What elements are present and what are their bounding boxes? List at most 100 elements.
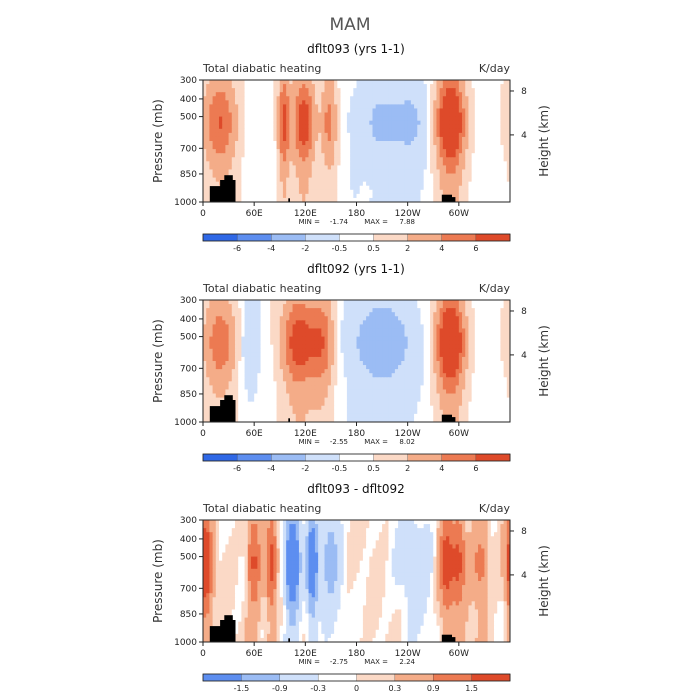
heatmap-cell	[452, 377, 457, 382]
heatmap-cell	[289, 340, 293, 346]
heatmap-cell	[414, 92, 418, 97]
heatmap-cell	[356, 361, 361, 366]
heatmap-cell	[266, 340, 271, 346]
heatmap-cell	[442, 96, 447, 101]
heatmap-cell	[420, 324, 425, 329]
heatmap-cell	[420, 369, 425, 374]
heatmap-cell	[356, 145, 361, 150]
heatmap-cell	[340, 365, 345, 370]
heatmap-cell	[308, 104, 313, 109]
heatmap-cell	[503, 344, 508, 350]
heatmap-cell	[334, 136, 338, 142]
heatmap-cell	[286, 177, 290, 183]
heatmap-cell	[286, 356, 290, 362]
heatmap-cell	[244, 361, 249, 366]
heatmap-cell	[398, 100, 402, 105]
heatmap-cell	[410, 173, 415, 178]
heatmap-cell	[302, 128, 306, 134]
heatmap-cell	[260, 80, 265, 85]
heatmap-cell	[350, 161, 354, 166]
heatmap-cell	[423, 361, 428, 366]
heatmap-cell	[273, 328, 277, 333]
heatmap-cell	[340, 377, 345, 382]
heatmap-cell	[369, 365, 373, 370]
heatmap-cell	[292, 352, 297, 358]
heatmap-cell	[497, 157, 501, 162]
heatmap-cell	[446, 165, 450, 170]
heatmap-cell	[372, 153, 377, 158]
heatmap-cell	[314, 149, 319, 154]
heatmap-cell	[468, 116, 473, 122]
heatmap-cell	[282, 385, 287, 390]
heatmap-cell	[295, 88, 300, 93]
heatmap-cell	[455, 108, 460, 113]
heatmap-cell	[295, 141, 300, 146]
heatmap-cell	[382, 312, 386, 317]
heatmap-cell	[270, 96, 274, 101]
heatmap-cell	[382, 332, 386, 337]
heatmap-cell	[503, 308, 508, 313]
heatmap-cell	[388, 328, 393, 333]
heatmap-cell	[282, 324, 287, 329]
heatmap-cell	[250, 304, 255, 309]
heatmap-cell	[321, 373, 325, 378]
heatmap-cell	[314, 136, 319, 142]
heatmap-cell	[330, 173, 335, 178]
heatmap-cell	[394, 324, 399, 329]
heatmap-cell	[327, 340, 332, 346]
heatmap-cell	[394, 161, 399, 166]
heatmap-cell	[487, 373, 492, 378]
heatmap-cell	[468, 197, 473, 203]
heatmap-cell	[481, 153, 485, 158]
heatmap-cell	[209, 149, 213, 154]
heatmap-cell	[478, 352, 482, 358]
heatmap-cell	[468, 169, 473, 174]
heatmap-cell	[449, 340, 453, 346]
heatmap-cell	[311, 352, 316, 358]
heatmap-cell	[314, 356, 319, 362]
heatmap-cell	[244, 88, 249, 93]
heatmap-cell	[260, 173, 265, 178]
heatmap-cell	[282, 161, 287, 166]
heatmap-cell	[452, 189, 457, 195]
heatmap-cell	[404, 181, 409, 187]
heatmap-cell	[372, 104, 377, 109]
heatmap-cell	[458, 332, 463, 337]
heatmap-cell	[250, 381, 255, 386]
heatmap-cell	[215, 161, 220, 166]
heatmap-cell	[350, 328, 354, 333]
heatmap-cell	[417, 324, 421, 329]
heatmap-cell	[494, 120, 498, 126]
heatmap-cell	[263, 141, 268, 146]
heatmap-cell	[289, 149, 293, 154]
heatmap-cell	[273, 100, 277, 105]
heatmap-cell	[254, 141, 258, 146]
heatmap-cell	[295, 320, 300, 325]
heatmap-cell	[337, 189, 341, 195]
heatmap-cell	[353, 332, 357, 337]
heatmap-cell	[436, 320, 441, 325]
heatmap-cell	[266, 161, 271, 166]
heatmap-cell	[385, 169, 389, 174]
heatmap-cell	[250, 185, 255, 191]
heatmap-cell	[241, 173, 245, 178]
heatmap-cell	[353, 145, 357, 150]
heatmap-cell	[209, 340, 213, 346]
heatmap-cell	[260, 104, 265, 109]
heatmap-cell	[500, 336, 505, 342]
heatmap-cell	[471, 304, 476, 309]
heatmap-cell	[481, 173, 485, 178]
heatmap-cell	[452, 165, 457, 170]
heatmap-cell	[241, 377, 245, 382]
heatmap-cell	[462, 381, 466, 386]
heatmap-cell	[314, 181, 319, 187]
heatmap-cell	[359, 120, 364, 126]
heatmap-cell	[279, 128, 284, 134]
heatmap-cell	[394, 145, 399, 150]
heatmap-cell	[292, 324, 297, 329]
heatmap-cell	[228, 128, 233, 134]
heatmap-cell	[337, 300, 341, 305]
heatmap-cell	[398, 308, 402, 313]
heatmap-cell	[266, 116, 271, 122]
heatmap-cell	[356, 165, 361, 170]
